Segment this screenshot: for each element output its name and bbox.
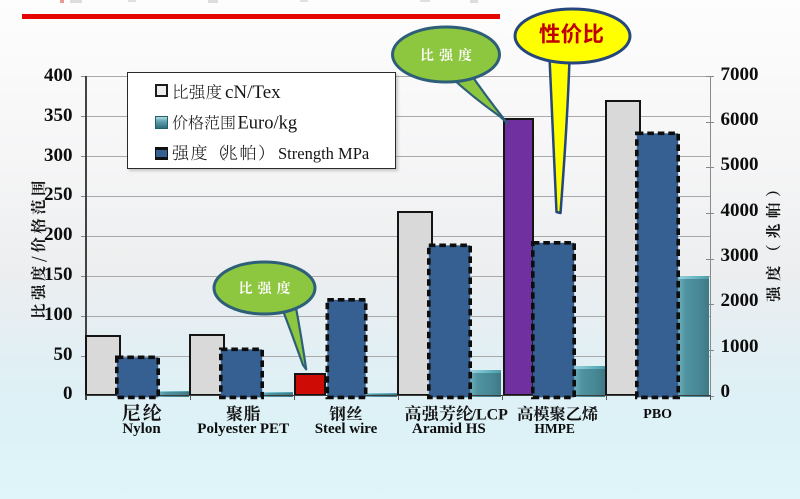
svg-text:Strength MPa: Strength MPa [278,144,370,163]
svg-text:/LCP: /LCP [471,407,509,424]
svg-text:Euro/kg: Euro/kg [238,114,298,134]
svg-text:cN/Tex: cN/Tex [225,82,281,103]
